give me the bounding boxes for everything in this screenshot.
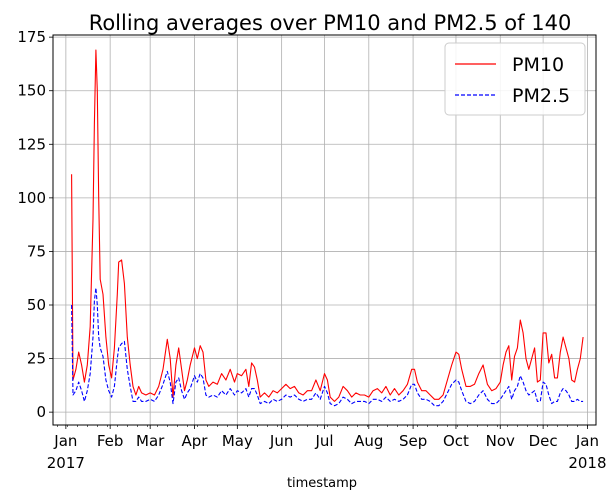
x-tick-label: May bbox=[222, 432, 253, 450]
y-tick-label: 25 bbox=[27, 350, 46, 368]
x-tick-label: Oct bbox=[443, 432, 469, 450]
y-axis-ticks: 0 25 50 75 100 125 150 175 bbox=[17, 28, 53, 421]
x-tick-year-label: 2017 bbox=[47, 454, 85, 472]
x-tick-year-label: 2018 bbox=[568, 454, 606, 472]
x-axis-ticks: Jan 2017 Feb Mar Apr May Jun Jul Aug Sep Oct Nov Dec… bbox=[47, 425, 607, 472]
legend-label-pm10: PM10 bbox=[512, 54, 564, 76]
chart-title: Rolling averages over PM10 and PM2.5 of … bbox=[89, 11, 572, 35]
y-tick-label: 125 bbox=[17, 135, 46, 153]
series-line-pm2-5 bbox=[71, 287, 584, 407]
series-layer bbox=[71, 49, 584, 407]
x-tick-label: Aug bbox=[354, 432, 383, 450]
x-tick-label: Nov bbox=[486, 432, 515, 450]
x-tick-label: Mar bbox=[136, 432, 165, 450]
x-tick-label: Sep bbox=[399, 432, 427, 450]
x-tick-label: Feb bbox=[97, 432, 124, 450]
grid-lines bbox=[53, 35, 596, 425]
x-tick-label: Dec bbox=[529, 432, 558, 450]
x-tick-label: Apr bbox=[181, 432, 208, 450]
y-tick-label: 150 bbox=[17, 82, 46, 100]
x-tick-label: Jan bbox=[575, 432, 599, 450]
x-tick-label: Jun bbox=[269, 432, 293, 450]
y-tick-label: 50 bbox=[27, 296, 46, 314]
x-axis-label: timestamp bbox=[287, 476, 357, 491]
y-tick-label: 0 bbox=[36, 403, 46, 421]
legend-label-pm2-5: PM2.5 bbox=[512, 85, 570, 107]
legend-box bbox=[444, 42, 586, 116]
series-line-pm10 bbox=[71, 49, 584, 402]
legend: PM10 PM2.5 bbox=[444, 42, 586, 116]
x-tick-label: Jul bbox=[314, 432, 333, 450]
y-tick-label: 100 bbox=[17, 189, 46, 207]
y-tick-label: 175 bbox=[17, 28, 46, 46]
x-tick-label: Jan bbox=[53, 432, 77, 450]
y-tick-label: 75 bbox=[27, 242, 46, 260]
